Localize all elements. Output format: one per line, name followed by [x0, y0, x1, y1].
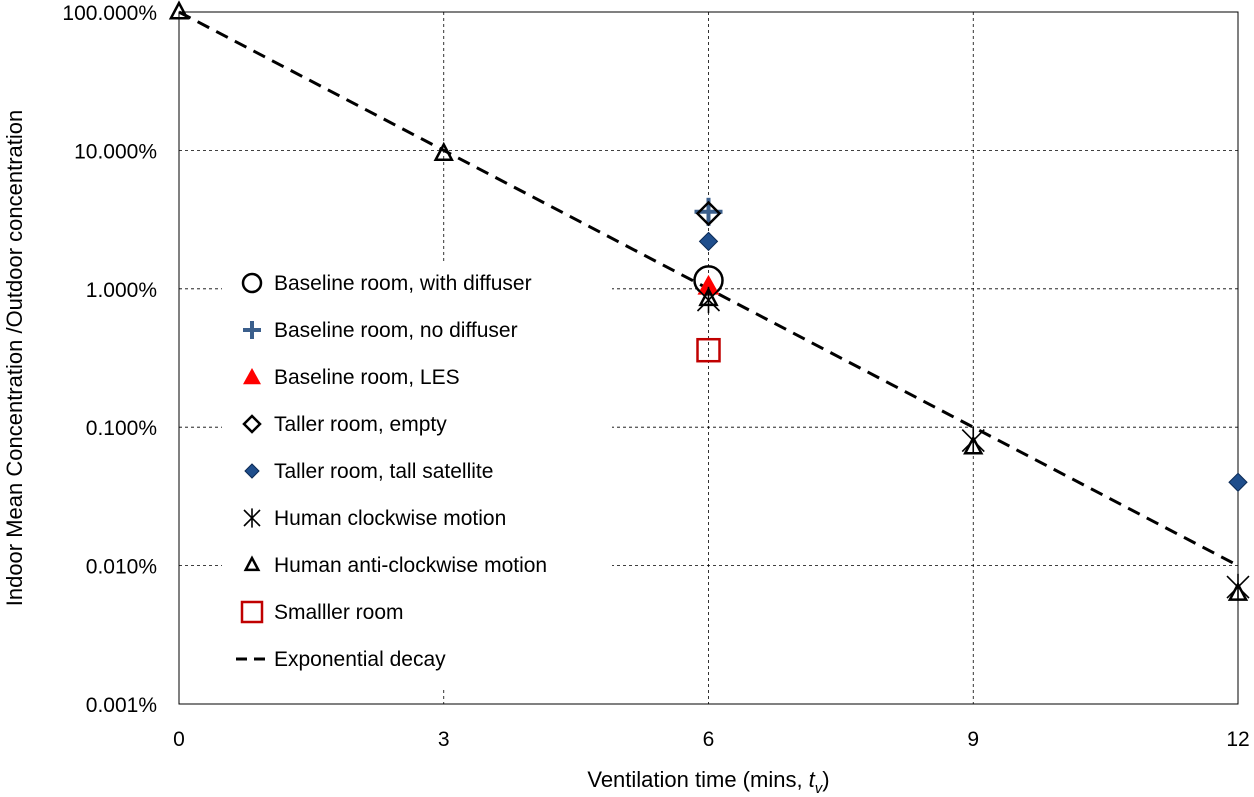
legend-item-baseline-room-no-diffuser: Baseline room, no diffuser [243, 319, 518, 342]
x-axis-tick-labels: 0 3 6 9 12 [173, 728, 1250, 751]
y-tick-label: 10.000% [74, 140, 157, 163]
legend-item-taller-room-empty: Taller room, empty [242, 413, 447, 436]
marker-human-anti-clockwise-motion [1227, 581, 1249, 601]
legend-label: Exponential decay [274, 648, 446, 671]
legend-label: Baseline room, no diffuser [274, 319, 518, 342]
plot-area-frame [178, 11, 1239, 705]
legend-item-taller-room-tall-satellite: Taller room, tall satellite [244, 460, 493, 483]
x-tick-label: 3 [438, 728, 450, 751]
y-tick-label: 1.000% [86, 279, 157, 302]
legend-item-smalller-room: Smalller room [240, 600, 404, 624]
legend-label: Baseline room, LES [274, 366, 460, 389]
x-tick-label: 9 [967, 728, 979, 751]
legend-symbol [242, 414, 262, 434]
legend-background [222, 262, 612, 690]
y-tick-label: 0.100% [86, 417, 157, 440]
marker-baseline-room-les [697, 274, 720, 295]
legend: Baseline room, with diffuser Baseline roo… [222, 262, 612, 690]
y-tick-label: 0.001% [86, 694, 157, 717]
legend-item-human-anti-clockwise-motion: Human anti-clockwise motion [243, 554, 547, 577]
legend-label: Human clockwise motion [274, 507, 506, 530]
legend-symbol [243, 368, 261, 385]
marker-taller-room-tall-satellite [1228, 472, 1248, 492]
x-axis-title: Ventilation time (mins, tv) [587, 767, 829, 797]
marker-smalller-room [696, 337, 721, 363]
legend-symbol [243, 321, 261, 339]
y-tick-label: 0.010% [86, 556, 157, 579]
legend-item-baseline-room-les: Baseline room, LES [243, 366, 460, 389]
legend-item-baseline-room-with-diffuser: Baseline room, with diffuser [241, 272, 532, 295]
data-markers [168, 0, 1250, 601]
legend-label: Taller room, empty [274, 413, 447, 436]
legend-symbol [244, 463, 260, 479]
marker-human-anti-clockwise-motion [698, 286, 719, 307]
legend-symbol [241, 272, 263, 294]
y-axis-title: Indoor Mean Concentration /Outdoor conce… [2, 110, 27, 607]
marker-taller-room-empty [695, 200, 722, 227]
legend-symbol [243, 508, 261, 528]
legend-item-exponential-decay: Exponential decay [236, 648, 446, 671]
x-tick-label: 6 [703, 728, 715, 751]
legend-label: Baseline room, with diffuser [274, 272, 532, 295]
legend-label: Smalller room [274, 601, 404, 624]
marker-human-anti-clockwise-motion [433, 141, 454, 162]
y-tick-label: 100.000% [62, 2, 157, 25]
legend-label: Human anti-clockwise motion [274, 554, 547, 577]
legend-symbol [240, 600, 264, 624]
legend-symbol [243, 555, 261, 572]
y-axis-tick-labels: 100.000% 10.000% 1.000% 0.100% 0.010% 0.001% [62, 2, 157, 717]
marker-taller-room-tall-satellite [698, 231, 719, 252]
legend-item-human-clockwise-motion: Human clockwise motion [243, 507, 506, 530]
legend-label: Taller room, tall satellite [274, 460, 493, 483]
marker-human-anti-clockwise-motion [168, 0, 190, 20]
x-tick-label: 0 [173, 728, 185, 751]
x-tick-label: 12 [1226, 728, 1249, 751]
marker-human-anti-clockwise-motion [963, 435, 984, 455]
